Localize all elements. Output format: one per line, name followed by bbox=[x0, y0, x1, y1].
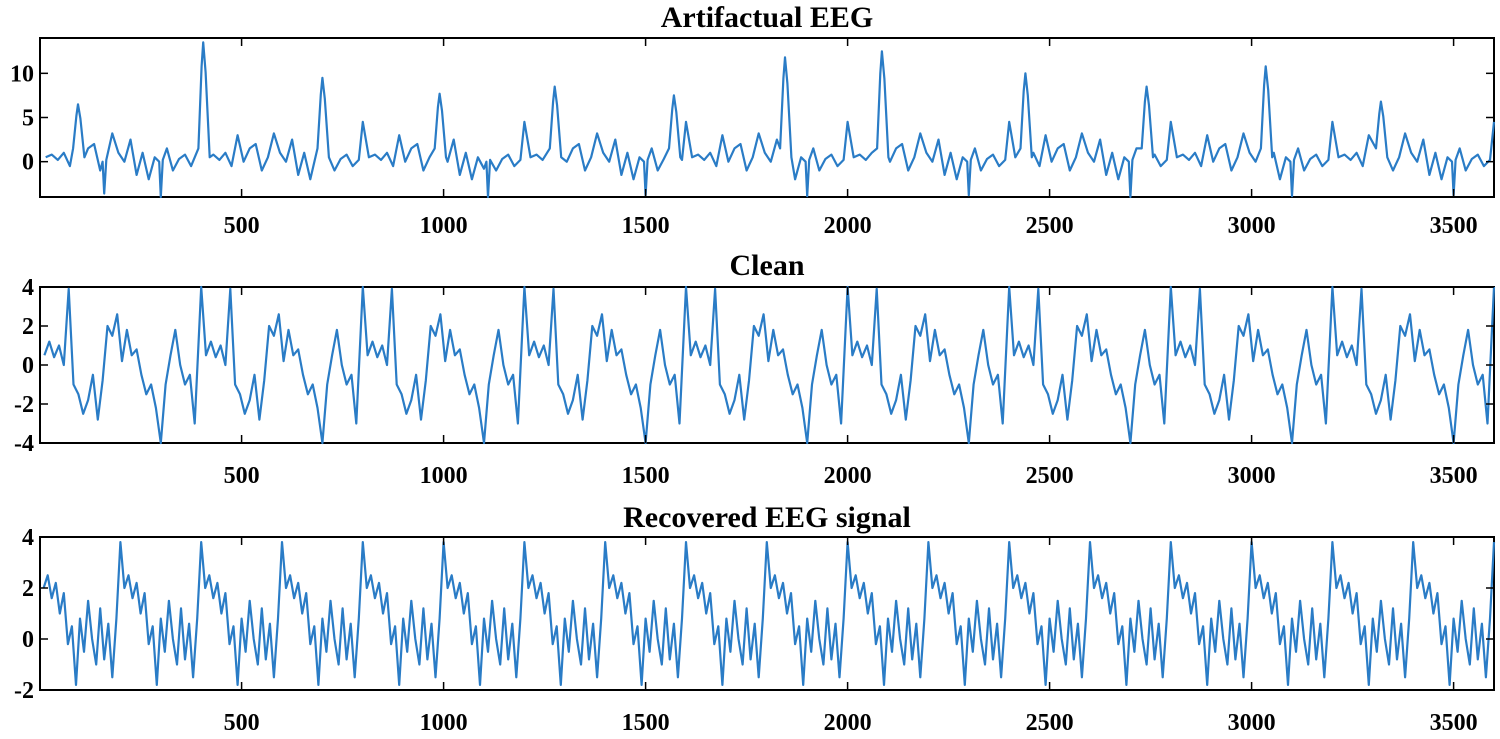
x-tick-label: 3500 bbox=[1430, 710, 1478, 736]
x-tick-label: 500 bbox=[224, 463, 260, 489]
y-tick-label: 2 bbox=[22, 576, 34, 602]
chart-title-artifactual-eeg: Artifactual EEG bbox=[661, 1, 873, 34]
axes-box-clean bbox=[39, 286, 1495, 444]
x-tick-label: 1500 bbox=[622, 710, 670, 736]
x-tick-label: 3500 bbox=[1430, 213, 1478, 239]
signal-trace-recovered-eeg bbox=[42, 541, 1496, 686]
y-tick-label: 4 bbox=[22, 525, 34, 551]
y-tick-label: 2 bbox=[22, 314, 34, 340]
x-tick-label: 500 bbox=[224, 213, 260, 239]
x-tick-label: 1500 bbox=[622, 463, 670, 489]
y-tick-label: 0 bbox=[22, 627, 34, 653]
y-tick-label: 0 bbox=[22, 150, 34, 176]
y-tick-label: -4 bbox=[14, 431, 34, 457]
axes-box-recovered-eeg bbox=[39, 536, 1495, 691]
x-tick-label: 1000 bbox=[420, 463, 468, 489]
y-tick-label: 4 bbox=[22, 275, 34, 301]
panel-clean: Clean 500 1000 1500 2000 2500 3000 3500 -4 -2 0 2 4 bbox=[14, 249, 1496, 489]
y-tick-label: -2 bbox=[14, 392, 34, 418]
x-tick-label: 3000 bbox=[1228, 213, 1276, 239]
x-tick-label: 2500 bbox=[1026, 213, 1074, 239]
chart-title-clean: Clean bbox=[730, 249, 805, 282]
panel-recovered-eeg: Recovered EEG signal 500 1000 1500 2000 2500 3… bbox=[14, 501, 1496, 736]
x-tick-label: 2500 bbox=[1026, 710, 1074, 736]
chart-title-recovered-eeg: Recovered EEG signal bbox=[623, 501, 911, 534]
x-tick-label: 1000 bbox=[420, 213, 468, 239]
signal-trace-artifactual-eeg bbox=[45, 41, 1496, 199]
x-tick-label: 500 bbox=[224, 710, 260, 736]
y-tick-label: 10 bbox=[10, 61, 34, 87]
x-tick-label: 2000 bbox=[824, 463, 872, 489]
x-tick-label: 3000 bbox=[1228, 710, 1276, 736]
y-tick-label: 5 bbox=[22, 106, 34, 132]
x-tick-label: 1000 bbox=[420, 710, 468, 736]
x-tick-label: 2500 bbox=[1026, 463, 1074, 489]
x-tick-label: 2000 bbox=[824, 710, 872, 736]
y-tick-label: 0 bbox=[22, 353, 34, 379]
signal-trace-clean bbox=[43, 285, 1496, 445]
y-tick-label: -2 bbox=[14, 678, 34, 704]
axes-box-artifactual-eeg bbox=[39, 37, 1495, 198]
panel-artifactual-eeg: Artifactual EEG 500 1000 1500 2000 2500 3000 35… bbox=[10, 1, 1496, 239]
x-tick-label: 2000 bbox=[824, 213, 872, 239]
x-tick-label: 1500 bbox=[622, 213, 670, 239]
x-tick-label: 3500 bbox=[1430, 463, 1478, 489]
x-tick-label: 3000 bbox=[1228, 463, 1276, 489]
